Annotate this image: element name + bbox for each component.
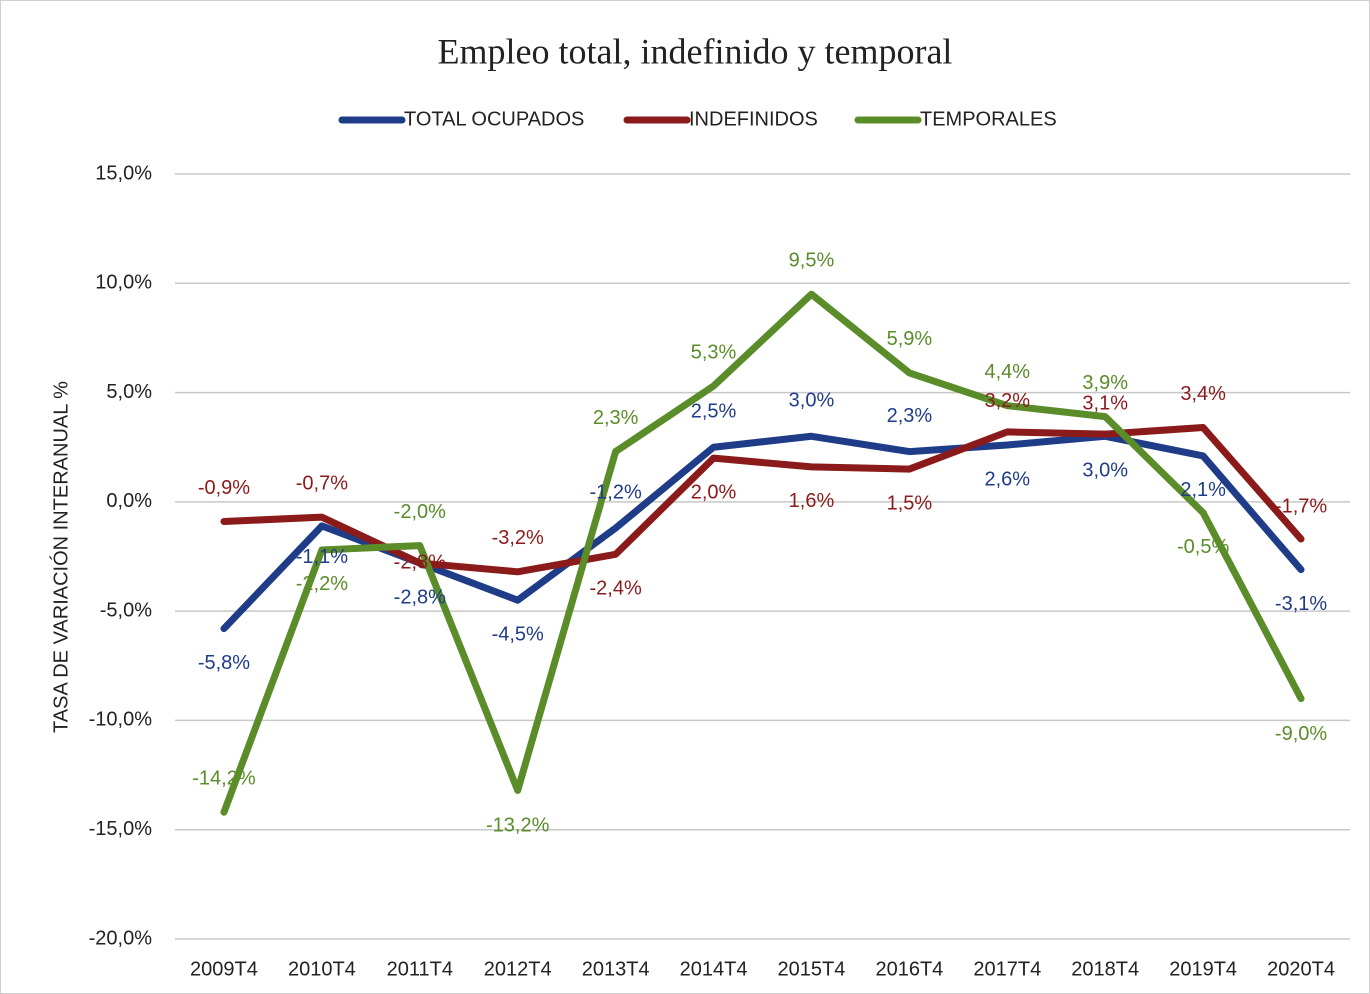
legend-label: TOTAL OCUPADOS (404, 108, 584, 130)
legend-label: TEMPORALES (920, 108, 1057, 130)
data-label: -0,5% (1177, 536, 1229, 558)
data-label: 2,3% (593, 407, 639, 429)
data-label: 9,5% (789, 249, 835, 271)
data-label: -2,0% (394, 501, 446, 523)
data-label: 2,0% (691, 481, 737, 503)
data-label: -3,1% (1275, 593, 1327, 615)
y-tick-label: -20,0% (89, 927, 153, 949)
data-label: -4,5% (492, 623, 544, 645)
data-label: 2,5% (691, 400, 737, 422)
y-tick-label: -5,0% (100, 599, 152, 621)
data-label: -9,0% (1275, 723, 1327, 745)
data-label: -0,7% (296, 472, 348, 494)
data-label: -1,2% (590, 481, 642, 503)
y-tick-label: 0,0% (106, 490, 152, 512)
data-label: 3,1% (1082, 392, 1128, 414)
y-axis-label: TASA DE VARIACIÓN INTERANUAL % (49, 381, 72, 733)
series-line (220, 290, 1305, 816)
data-label: -0,9% (198, 477, 250, 499)
data-label: -13,2% (486, 815, 550, 837)
data-label: -2,8% (394, 551, 446, 573)
y-tick-label: 5,0% (106, 381, 152, 403)
x-tick-label: 2009T4 (190, 958, 258, 980)
data-label: 4,4% (984, 361, 1030, 383)
x-tick-label: 2014T4 (680, 958, 748, 980)
y-tick-label: -10,0% (89, 709, 153, 731)
data-label: -2,8% (394, 586, 446, 608)
x-tick-label: 2011T4 (387, 958, 453, 980)
data-label: -5,8% (198, 652, 250, 674)
legend-label: INDEFINIDOS (689, 108, 818, 130)
data-label: -14,2% (192, 768, 256, 790)
data-label: 3,9% (1082, 372, 1128, 394)
x-tick-label: 2020T4 (1267, 958, 1335, 980)
data-label: -1,1% (296, 546, 348, 568)
data-label: -1,7% (1275, 495, 1327, 517)
data-label: 2,1% (1180, 479, 1226, 501)
data-label: 2,3% (887, 405, 933, 427)
data-label: 3,0% (789, 390, 835, 412)
data-label: 5,3% (691, 341, 737, 363)
x-tick-label: 2010T4 (288, 958, 356, 980)
data-label: 3,2% (984, 390, 1030, 412)
data-label: 5,9% (887, 328, 933, 350)
x-tick-label: 2017T4 (973, 958, 1041, 980)
x-tick-label: 2013T4 (582, 958, 650, 980)
x-tick-label: 2018T4 (1071, 958, 1139, 980)
y-tick-label: 15,0% (95, 162, 152, 184)
data-label: -2,4% (590, 578, 642, 600)
data-label: 1,5% (887, 492, 933, 514)
data-label: 3,0% (1082, 460, 1128, 482)
x-tick-label: 2019T4 (1169, 958, 1237, 980)
data-label: 1,6% (789, 490, 835, 512)
data-label: 3,4% (1180, 383, 1226, 405)
chart-title: Empleo total, indefinido y temporal (438, 31, 953, 71)
x-tick-label: 2016T4 (875, 958, 943, 980)
data-label: -3,2% (492, 527, 544, 549)
x-tick-label: 2012T4 (484, 958, 552, 980)
x-tick-label: 2015T4 (778, 958, 846, 980)
data-label: 2,6% (984, 468, 1030, 490)
y-tick-label: -15,0% (89, 818, 153, 840)
data-label: -2,2% (296, 573, 348, 595)
y-tick-label: 10,0% (95, 272, 152, 294)
